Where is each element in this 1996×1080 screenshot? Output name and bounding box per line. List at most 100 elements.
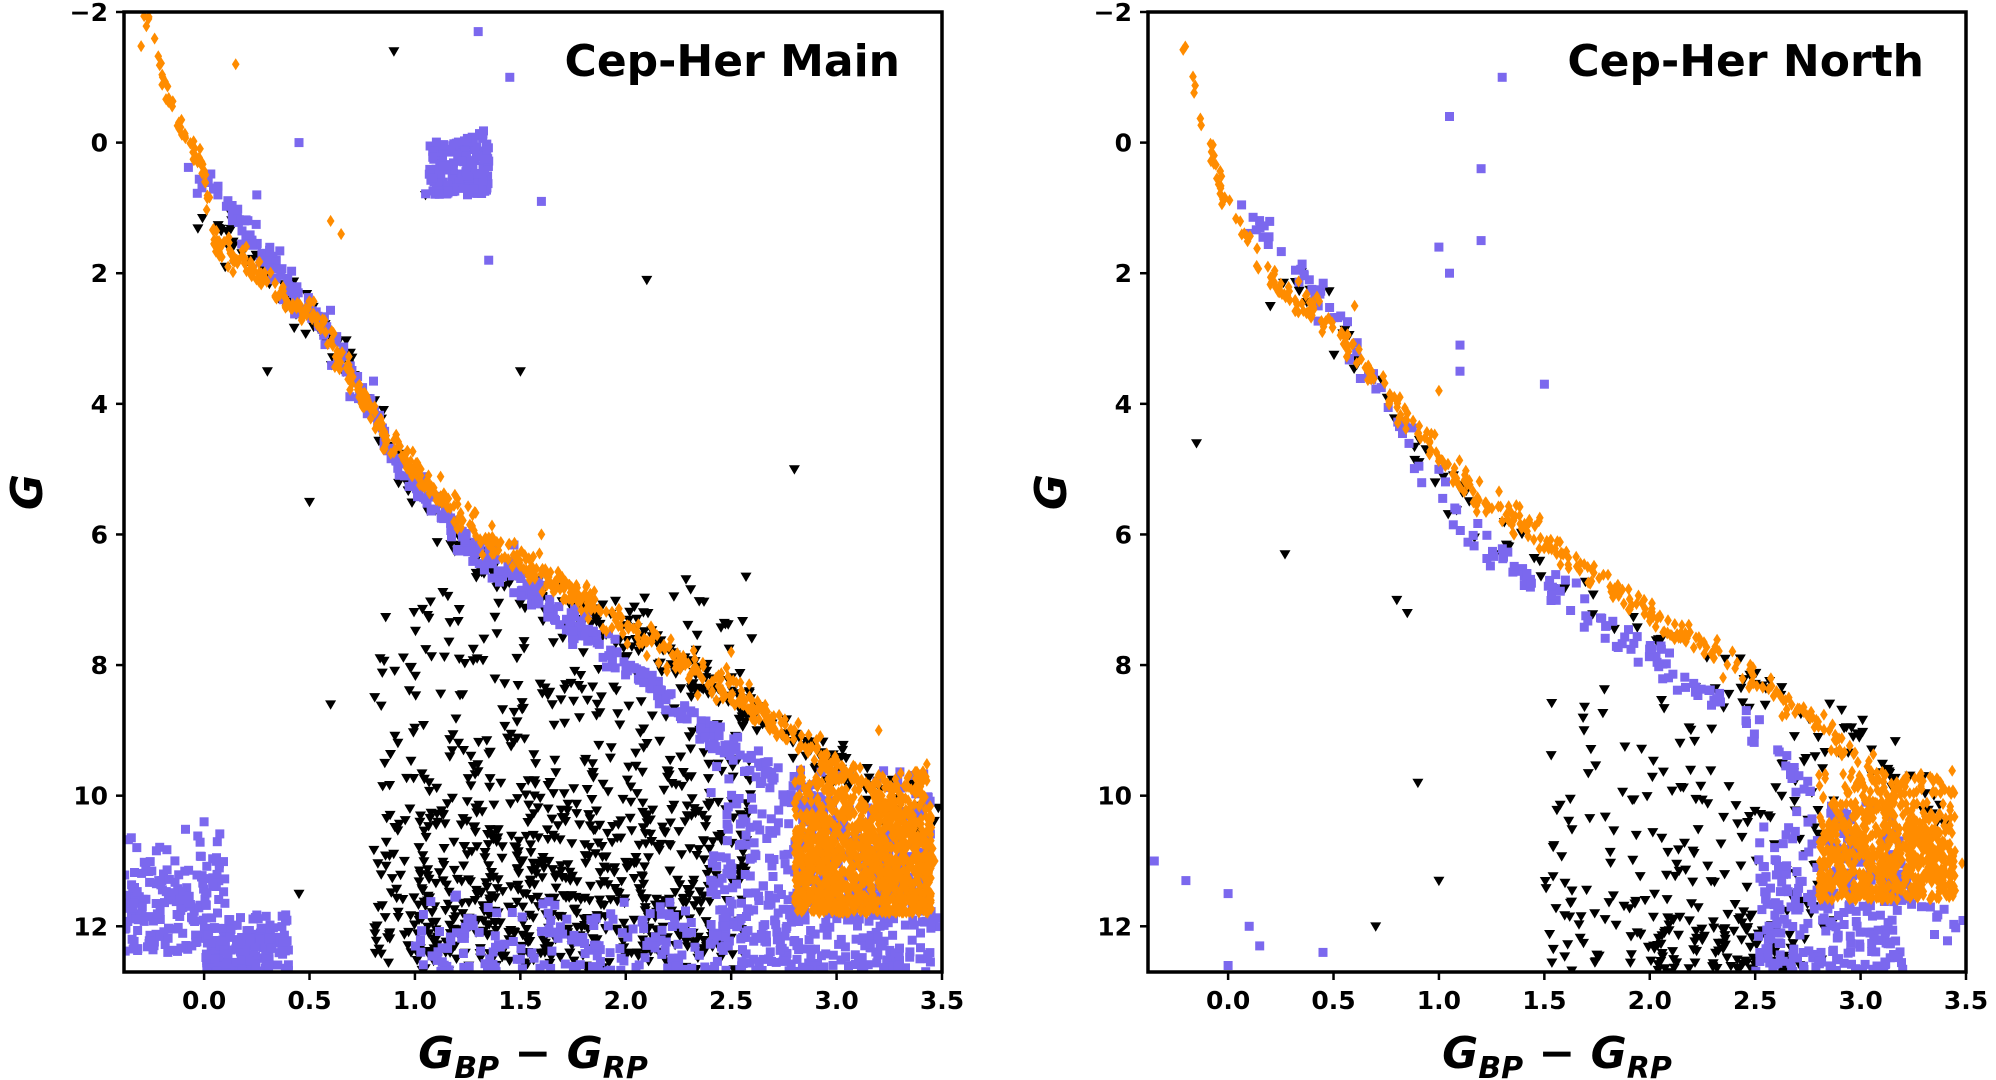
panel-0-series-1-point [467, 132, 477, 142]
panel-0-series-0-point [413, 877, 425, 887]
panel-0-series-1-point [570, 610, 579, 620]
panel-0-series-2-point [896, 767, 905, 780]
panel-0-series-0-point [404, 663, 416, 673]
panel-0-series-1-point [800, 915, 810, 925]
panel-0-series-2-point [735, 697, 744, 710]
panel-0-series-1-point [159, 927, 169, 937]
panel-0-series-2-point [798, 887, 807, 900]
panel-0-series-2-point [582, 579, 591, 592]
panel-0-series-2-point [838, 807, 847, 820]
panel-0-series-0-point [555, 866, 567, 876]
panel-0-series-2-point [360, 398, 369, 411]
panel-0-series-2-point [671, 662, 680, 675]
panel-0-series-2-point [745, 703, 754, 716]
panel-0-series-1-point [457, 156, 467, 166]
panel-0-series-2-point [150, 32, 159, 45]
panel-0-series-0-point [628, 915, 640, 926]
panel-0-series-2-point [468, 519, 476, 532]
panel-0-series-0-point [682, 942, 693, 952]
panel-0-series-1-point [544, 603, 554, 613]
panel-0-series-1-point [447, 532, 456, 542]
panel-0-series-1-point [694, 950, 704, 960]
panel-0-series-2-point [283, 296, 291, 309]
panel-0-series-0-point [397, 653, 409, 663]
panel-0-series-0-point [559, 684, 571, 695]
panel-0-series-1-point [327, 360, 337, 370]
panel-1-series-0-point [1590, 957, 1602, 967]
panel-0-series-0-point [388, 47, 400, 57]
panel-0-series-1-point [875, 939, 885, 949]
panel-0-series-1-point [516, 944, 526, 954]
panel-0-series-1-point [656, 909, 666, 919]
panel-0-series-2-point [392, 428, 400, 441]
panel-0-series-2-point [888, 830, 897, 843]
panel-0-series-1-point [293, 288, 303, 298]
panel-0-series-2-point [487, 540, 495, 553]
panel-0-series-2-point [890, 896, 899, 909]
panel-0-series-2-point [326, 214, 335, 227]
panel-0-series-1-point [437, 966, 447, 972]
panel-0-series-2-point [918, 895, 926, 908]
panel-0-series-0-point [398, 930, 410, 940]
panel-0-series-0-point [481, 736, 493, 746]
panel-1-series-0-point [1706, 724, 1718, 734]
panel-0-series-1-point [670, 919, 680, 929]
panel-0-series-0-point [596, 842, 608, 852]
panel-0-series-0-point [712, 831, 724, 841]
panel-0-series-2-point [911, 765, 920, 778]
panel-0-series-1-point [417, 926, 427, 936]
panel-0-series-0-point [554, 835, 566, 845]
panel-0-series-2-point [193, 156, 202, 169]
panel-0-series-1-point [673, 708, 683, 718]
panel-0-series-0-point [550, 768, 562, 778]
panel-0-title: Cep-Her Main [565, 36, 900, 87]
panel-0-series-0-point [392, 913, 404, 923]
panel-0-series-1-point [580, 631, 590, 641]
panel-0-series-0-point [653, 845, 665, 856]
panel-0-series-1-point [720, 740, 730, 750]
panel-0-series-2-point [453, 498, 462, 511]
panel-0-series-0-point [558, 789, 570, 799]
panel-0-series-2-point [845, 843, 853, 856]
panel-0-series-0-point [523, 800, 535, 810]
panel-0-series-1-point [746, 753, 756, 763]
panel-0-series-2-point [805, 778, 814, 791]
panel-0-series-1-point [208, 881, 218, 891]
panel-0-series-0-point [389, 731, 401, 742]
panel-0-series-0-point [623, 615, 635, 626]
panel-0-series-1-point [836, 955, 846, 965]
panel-0-series-0-point [375, 701, 387, 711]
panel-0-series-0-point [511, 897, 523, 908]
panel-0-series-2-point [909, 809, 917, 822]
panel-0-series-2-point [792, 827, 800, 840]
panel-0-series-1-point [873, 950, 883, 960]
panel-0-series-0-point [639, 948, 651, 958]
panel-0-series-2-point [922, 878, 930, 891]
panel-0-series-2-point [781, 718, 790, 731]
panel-0-series-1-point [661, 694, 671, 704]
panel-0-series-1-point [351, 376, 360, 386]
panel-0-series-1-point [137, 910, 147, 920]
panel-0-series-0-point [409, 920, 420, 930]
panel-0-series-0-point [470, 573, 482, 583]
panel-0-series-1-point [483, 154, 493, 164]
panel-0-series-1-point [593, 963, 603, 972]
panel-0-series-0-point [570, 892, 582, 903]
panel-0-series-1-point [550, 927, 560, 937]
panel-0-series-1-point [804, 958, 814, 968]
panel-0-series-1-point [182, 883, 192, 893]
panel-0-series-2-point [215, 235, 223, 248]
panel-0-series-1-point [432, 955, 442, 965]
panel-0-series-0-point [556, 912, 568, 922]
panel-0-series-1-point [584, 624, 593, 634]
panel-0-series-1-point [745, 854, 755, 864]
panel-0-series-0-point [457, 909, 469, 919]
panel-0-series-2-point [547, 580, 556, 593]
panel-0-series-1-point [517, 568, 526, 578]
panel-0-series-0-point [379, 913, 391, 923]
panel-0-series-2-point [770, 723, 779, 736]
panel-0-series-0-point [555, 861, 567, 871]
panel-0-series-0-point [634, 728, 646, 738]
panel-1-series-0-point [1574, 933, 1586, 944]
panel-0-series-1-point [550, 900, 560, 910]
